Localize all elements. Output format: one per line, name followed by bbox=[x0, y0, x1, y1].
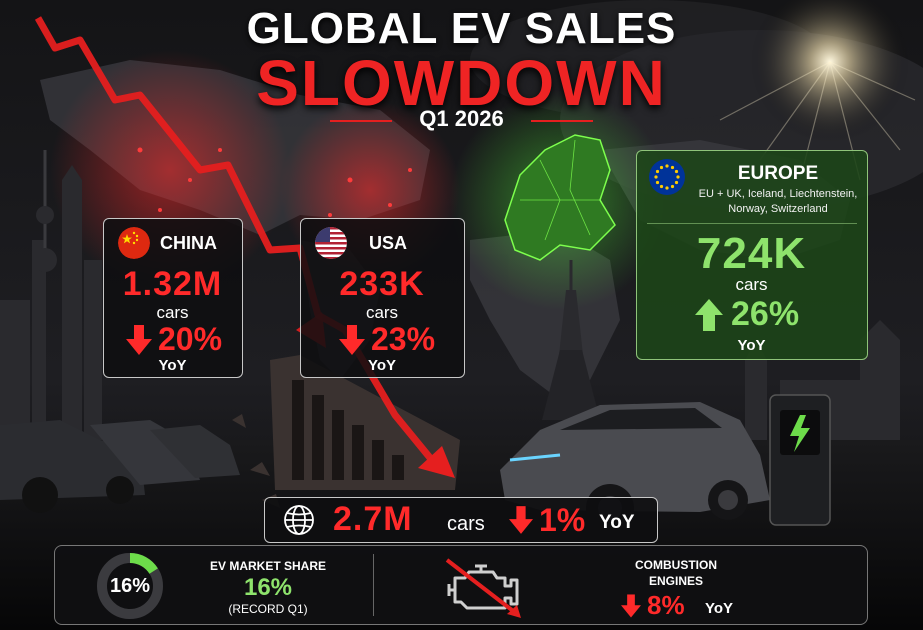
combustion-label: COMBUSTION ENGINES bbox=[601, 557, 751, 589]
europe-sales-value: 724K bbox=[696, 229, 807, 278]
bottom-stats-panel: 16% EV MARKET SHARE 16% (RECORD Q1) COMB… bbox=[54, 545, 868, 625]
china-change-value: 20% bbox=[158, 321, 223, 357]
usa-sales-value: 233K bbox=[339, 265, 425, 303]
china-flag-icon bbox=[118, 227, 150, 259]
usa-flag-icon bbox=[315, 227, 347, 259]
subtitle: Q1 2026 bbox=[419, 106, 504, 131]
usa-card: USA 233K cars 23% YoY bbox=[300, 218, 465, 378]
usa-down-arrow-icon bbox=[339, 325, 365, 355]
europe-sales-unit: cars bbox=[735, 275, 768, 294]
combustion-label-line-1: COMBUSTION bbox=[635, 558, 717, 572]
engine-crossed-icon bbox=[445, 558, 521, 618]
global-total-panel: 2.7M cars 1% YoY bbox=[264, 497, 658, 543]
combustion-change-period: YoY bbox=[705, 600, 734, 617]
ev-market-share-ring bbox=[97, 553, 163, 619]
europe-region-label: EUROPE bbox=[737, 163, 819, 184]
usa-region-label: USA bbox=[369, 233, 408, 253]
europe-up-arrow-icon bbox=[695, 299, 723, 331]
global-change-value: 1% bbox=[539, 502, 586, 538]
china-sales-unit: cars bbox=[156, 303, 189, 322]
europe-note-line-2: Norway, Switzerland bbox=[728, 203, 828, 215]
usa-sales-unit: cars bbox=[365, 303, 399, 322]
title-line-1: GLOBAL EV SALES bbox=[246, 4, 677, 53]
europe-card: EUROPE EU + UK, Iceland, Liechtenstein, … bbox=[636, 150, 868, 360]
europe-change-value: 26% bbox=[731, 295, 800, 333]
china-card: CHINA 1.32M cars 20% YoY bbox=[103, 218, 243, 378]
bottom-divider bbox=[373, 554, 374, 616]
subtitle-divider-right bbox=[531, 120, 593, 122]
title-line-2: SLOWDOWN bbox=[256, 47, 667, 119]
ring-fill bbox=[97, 553, 163, 619]
china-region-label: CHINA bbox=[160, 233, 217, 253]
ev-market-share-ring-value: 16% bbox=[109, 575, 151, 597]
china-change-period: YoY bbox=[158, 357, 187, 374]
global-sales-unit: cars bbox=[447, 513, 485, 535]
europe-divider bbox=[647, 223, 857, 224]
combustion-label-line-2: ENGINES bbox=[648, 574, 703, 588]
china-down-arrow-icon bbox=[126, 325, 152, 355]
eu-flag-icon bbox=[649, 159, 685, 195]
usa-change-period: YoY bbox=[367, 357, 397, 374]
globe-icon bbox=[284, 505, 314, 535]
usa-change-value: 23% bbox=[371, 321, 436, 357]
combustion-change-value: 8% bbox=[647, 590, 685, 620]
global-down-arrow-icon bbox=[509, 506, 533, 534]
subtitle-divider-left bbox=[330, 120, 392, 122]
europe-change-period: YoY bbox=[737, 337, 766, 354]
china-sales-value: 1.32M bbox=[122, 265, 223, 303]
ev-market-share-value: 16% bbox=[243, 574, 293, 601]
combustion-down-arrow-icon bbox=[621, 594, 641, 618]
europe-note-line-1: EU + UK, Iceland, Liechtenstein, bbox=[698, 188, 858, 200]
global-change-period: YoY bbox=[599, 512, 635, 533]
europe-coverage-note: EU + UK, Iceland, Liechtenstein, Norway,… bbox=[689, 187, 867, 217]
ev-market-share-note: (RECORD Q1) bbox=[228, 602, 308, 616]
ev-market-share-label: EV MARKET SHARE bbox=[209, 559, 326, 573]
global-sales-value: 2.7M bbox=[333, 500, 413, 538]
